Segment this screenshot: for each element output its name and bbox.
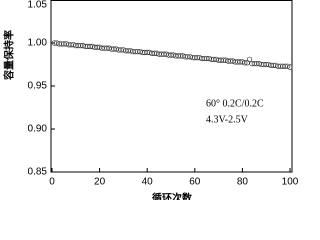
y-tick-label: 0.95 xyxy=(28,81,48,92)
x-tick-label: 0 xyxy=(49,177,55,188)
y-tick-label: 1.00 xyxy=(28,38,48,49)
x-tick-label: 100 xyxy=(282,177,299,188)
plot-frame xyxy=(50,0,293,173)
y-tick-label: 0.85 xyxy=(28,167,48,178)
data-point xyxy=(242,60,248,66)
y-tick-label: 1.05 xyxy=(28,0,48,11)
chart: 容量保持率 循环次数 60° 0.2C/0.2C 4.3V-2.5V 0.850… xyxy=(3,0,299,200)
data-point xyxy=(246,56,253,62)
data-point xyxy=(287,64,293,70)
x-tick-label: 60 xyxy=(189,177,201,188)
y-axis-label: 容量保持率 xyxy=(3,30,16,81)
x-tick-label: 20 xyxy=(94,177,106,188)
x-axis-label: 循环次数 xyxy=(152,192,193,200)
y-tick-label: 0.90 xyxy=(28,124,48,135)
data-point xyxy=(284,63,291,69)
x-tick-label: 40 xyxy=(142,177,154,188)
x-tick-label: 80 xyxy=(237,177,249,188)
annotation: 4.3V-2.5V xyxy=(206,114,249,125)
annotation: 60° 0.2C/0.2C xyxy=(206,98,264,109)
